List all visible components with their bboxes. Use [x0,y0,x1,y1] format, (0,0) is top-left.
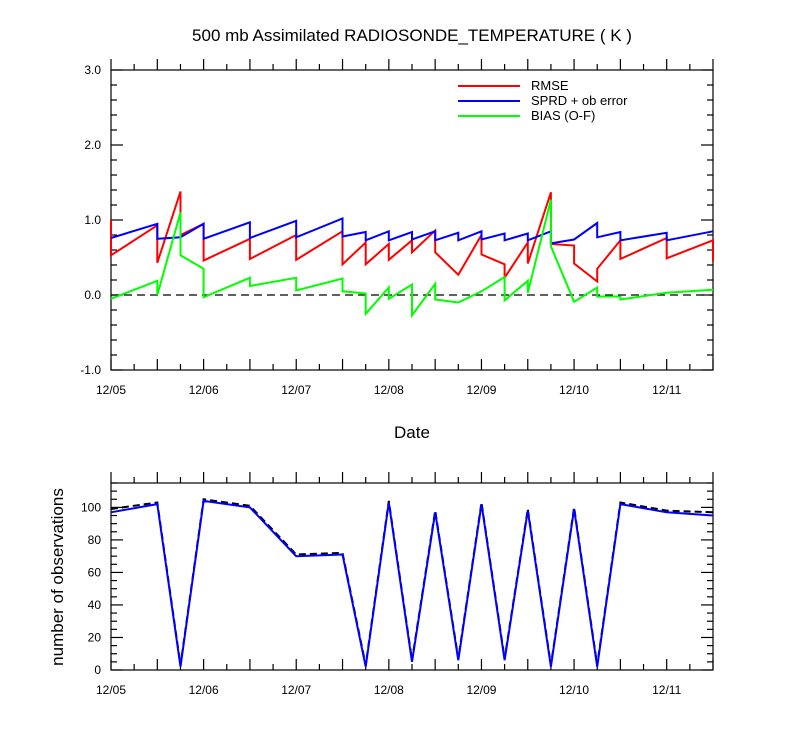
y-tick-label: 20 [88,630,102,644]
plot-frame [110,69,714,371]
x-tick-label: 12/10 [559,683,589,697]
x-tick-label: 12/05 [96,683,126,697]
x-tick-label: 12/11 [652,383,681,397]
y-tick-label: 80 [88,533,102,547]
bottom-panel: 12/05 12/06 12/07 12/08 12/09 12/10 12/11 0 20 40… [81,472,714,697]
x-tick-label: 12/08 [374,683,404,697]
x-tick-label: 12/05 [96,383,126,397]
x-tick-label: 12/09 [466,383,496,397]
legend-label: BIAS (O-F) [531,108,595,123]
x-tick-label: 12/09 [466,683,496,697]
y-tick-label: 3.0 [84,63,101,77]
legend-label: SPRD + ob error [531,93,628,108]
series-line [110,217,714,245]
y-tick-label: 1.0 [84,213,101,227]
series-line [110,199,714,319]
legend-label: RMSE [531,78,569,93]
y-tick-label: 0.0 [84,288,101,302]
x-tick-label: 12/07 [281,683,311,697]
y-axis-title-observations: number of observations [48,488,67,666]
x-tick-label: 12/08 [374,383,404,397]
series-line [110,499,714,667]
y-tick-label: 2.0 [84,138,101,152]
y-tick-label: 60 [88,565,102,579]
top-panel: 12/05 12/06 12/07 12/08 12/09 12/10 12/11 -1.0 0… [80,59,714,397]
y-tick-label: 0 [94,663,101,677]
x-tick-label: 12/10 [559,383,589,397]
y-tick-label: 40 [88,598,102,612]
y-tick-label: -1.0 [80,363,101,377]
y-tick-label: 100 [81,500,101,514]
x-tick-label: 12/06 [189,683,219,697]
x-tick-label: 12/07 [281,383,311,397]
chart-title: 500 mb Assimilated RADIOSONDE_TEMPERATUR… [192,26,632,45]
x-tick-label: 12/06 [189,383,219,397]
x-tick-label: 12/11 [652,683,681,697]
x-axis-title: Date [394,423,430,442]
